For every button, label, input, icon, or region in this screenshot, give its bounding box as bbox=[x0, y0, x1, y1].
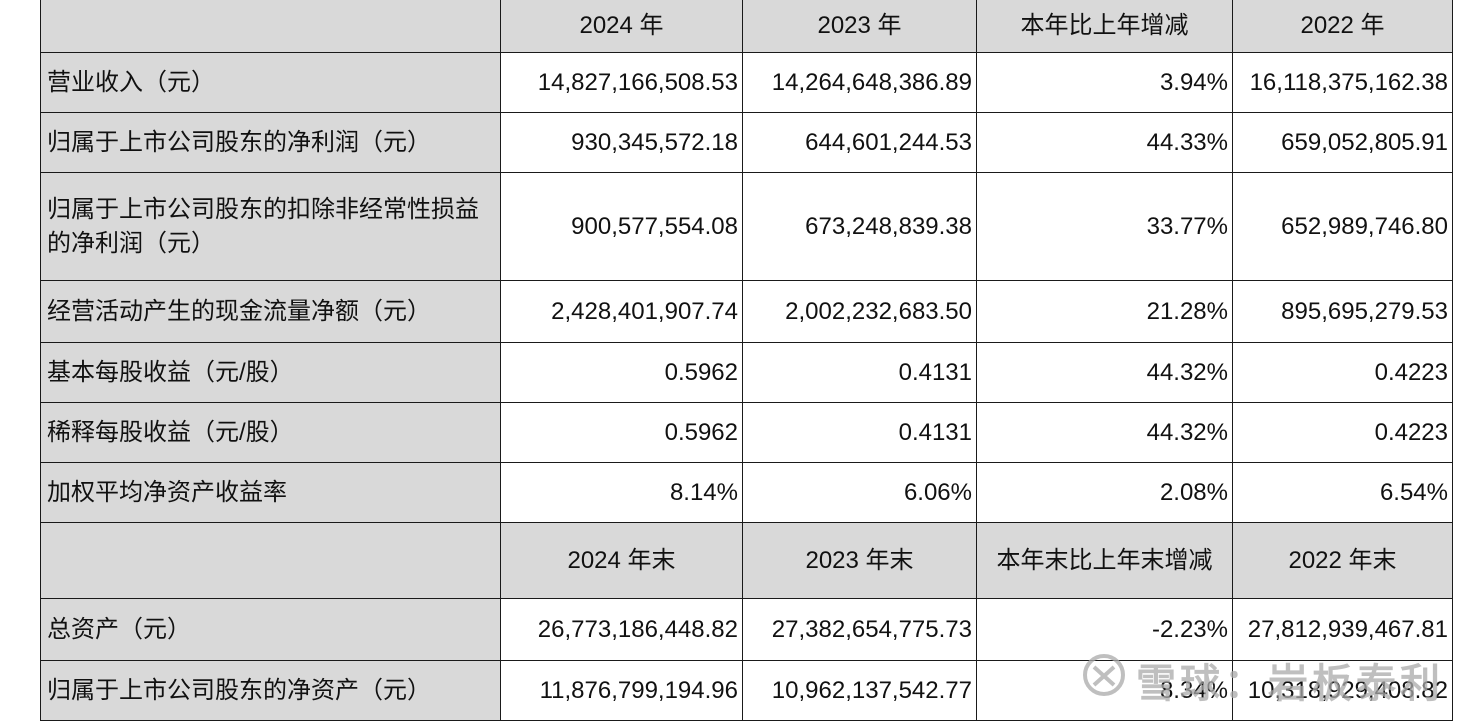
value-2022: 659,052,805.91 bbox=[1232, 112, 1453, 173]
table-row: 稀释每股收益（元/股） 0.5962 0.4131 44.32% 0.4223 bbox=[40, 402, 1453, 463]
table-row: 营业收入（元） 14,827,166,508.53 14,264,648,386… bbox=[40, 52, 1453, 113]
value-change: 21.28% bbox=[976, 280, 1233, 343]
table-row: 归属于上市公司股东的扣除非经常性损益的净利润（元） 900,577,554.08… bbox=[40, 172, 1453, 281]
value-change: 44.32% bbox=[976, 402, 1233, 463]
table-row: 归属于上市公司股东的净利润（元） 930,345,572.18 644,601,… bbox=[40, 112, 1453, 173]
value-2024: 11,876,799,194.96 bbox=[500, 660, 743, 721]
value-2022: 0.4223 bbox=[1232, 402, 1453, 463]
value-2022: 16,118,375,162.38 bbox=[1232, 52, 1453, 113]
value-2024: 0.5962 bbox=[500, 342, 743, 403]
header-2022: 2022 年 bbox=[1232, 0, 1453, 53]
value-2022: 27,812,939,467.81 bbox=[1232, 598, 1453, 661]
table-row: 加权平均净资产收益率 8.14% 6.06% 2.08% 6.54% bbox=[40, 462, 1453, 523]
header-blank-cell bbox=[40, 0, 501, 53]
row-label: 经营活动产生的现金流量净额（元） bbox=[40, 280, 501, 343]
header-row-annual: 2024 年 2023 年 本年比上年增减 2022 年 bbox=[40, 0, 1453, 53]
value-2023: 0.4131 bbox=[742, 402, 977, 463]
value-2024: 26,773,186,448.82 bbox=[500, 598, 743, 661]
value-2023: 673,248,839.38 bbox=[742, 172, 977, 281]
value-change: 2.08% bbox=[976, 462, 1233, 523]
financial-summary-table: 2024 年 2023 年 本年比上年增减 2022 年 营业收入（元） 14,… bbox=[40, 0, 1453, 721]
value-2024: 2,428,401,907.74 bbox=[500, 280, 743, 343]
row-label: 归属于上市公司股东的扣除非经常性损益的净利润（元） bbox=[40, 172, 501, 281]
value-2024: 930,345,572.18 bbox=[500, 112, 743, 173]
header-2022-end: 2022 年末 bbox=[1232, 522, 1453, 599]
value-2024: 14,827,166,508.53 bbox=[500, 52, 743, 113]
row-label: 加权平均净资产收益率 bbox=[40, 462, 501, 523]
value-2022: 895,695,279.53 bbox=[1232, 280, 1453, 343]
value-2022: 10,318,929,408.82 bbox=[1232, 660, 1453, 721]
value-change: 44.32% bbox=[976, 342, 1233, 403]
row-label: 营业收入（元） bbox=[40, 52, 501, 113]
value-2024: 0.5962 bbox=[500, 402, 743, 463]
table-row: 基本每股收益（元/股） 0.5962 0.4131 44.32% 0.4223 bbox=[40, 342, 1453, 403]
row-label: 稀释每股收益（元/股） bbox=[40, 402, 501, 463]
row-label: 归属于上市公司股东的净利润（元） bbox=[40, 112, 501, 173]
value-2022: 0.4223 bbox=[1232, 342, 1453, 403]
table-row: 归属于上市公司股东的净资产（元） 11,876,799,194.96 10,96… bbox=[40, 660, 1453, 721]
value-change: 44.33% bbox=[976, 112, 1233, 173]
value-change: 3.94% bbox=[976, 52, 1233, 113]
header-2024-end: 2024 年末 bbox=[500, 522, 743, 599]
header-change-end: 本年末比上年末增减 bbox=[976, 522, 1233, 599]
header-2024: 2024 年 bbox=[500, 0, 743, 53]
value-2023: 2,002,232,683.50 bbox=[742, 280, 977, 343]
header-2023-end: 2023 年末 bbox=[742, 522, 977, 599]
row-label: 归属于上市公司股东的净资产（元） bbox=[40, 660, 501, 721]
header-change: 本年比上年增减 bbox=[976, 0, 1233, 53]
value-2023: 14,264,648,386.89 bbox=[742, 52, 977, 113]
header-2023: 2023 年 bbox=[742, 0, 977, 53]
value-change: 33.77% bbox=[976, 172, 1233, 281]
value-2023: 10,962,137,542.77 bbox=[742, 660, 977, 721]
value-2022: 652,989,746.80 bbox=[1232, 172, 1453, 281]
value-2023: 27,382,654,775.73 bbox=[742, 598, 977, 661]
value-2023: 644,601,244.53 bbox=[742, 112, 977, 173]
row-label: 总资产（元） bbox=[40, 598, 501, 661]
value-2024: 900,577,554.08 bbox=[500, 172, 743, 281]
value-2023: 6.06% bbox=[742, 462, 977, 523]
value-change: -2.23% bbox=[976, 598, 1233, 661]
value-change: 8.34% bbox=[976, 660, 1233, 721]
value-2024: 8.14% bbox=[500, 462, 743, 523]
table-row: 总资产（元） 26,773,186,448.82 27,382,654,775.… bbox=[40, 598, 1453, 661]
value-2022: 6.54% bbox=[1232, 462, 1453, 523]
header-row-year-end: 2024 年末 2023 年末 本年末比上年末增减 2022 年末 bbox=[40, 522, 1453, 599]
value-2023: 0.4131 bbox=[742, 342, 977, 403]
header-blank-cell bbox=[40, 522, 501, 599]
row-label: 基本每股收益（元/股） bbox=[40, 342, 501, 403]
table-row: 经营活动产生的现金流量净额（元） 2,428,401,907.74 2,002,… bbox=[40, 280, 1453, 343]
